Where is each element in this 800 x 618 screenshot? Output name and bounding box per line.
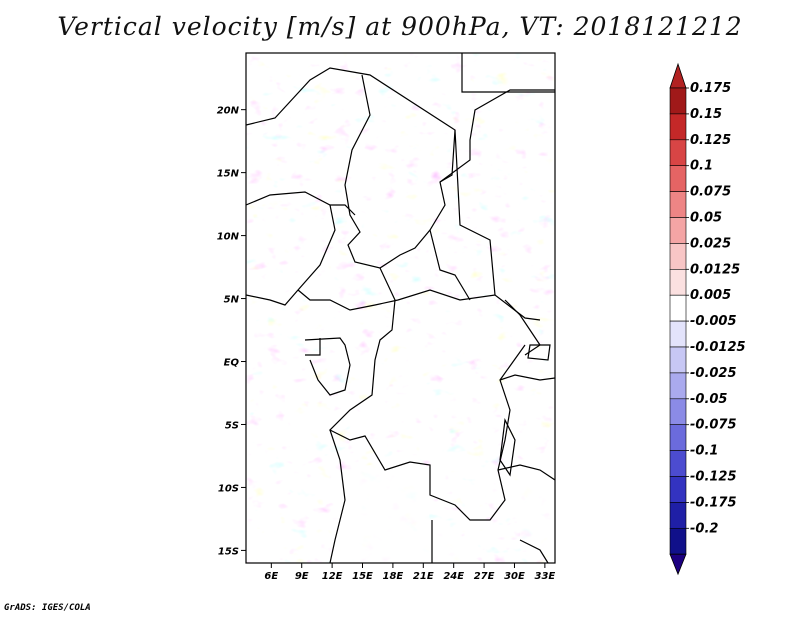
lon-tick-label: 12E (322, 571, 343, 582)
colorbar-level-label: -0.005 (690, 314, 737, 329)
lon-tick-label: 24E (443, 571, 464, 582)
colorbar-level-label: 0.005 (690, 288, 731, 303)
colorbar-level-label: 0.025 (690, 236, 731, 251)
lon-tick-label: 21E (413, 571, 434, 582)
colorbar-swatch (669, 87, 687, 115)
colorbar-level-label: -0.2 (690, 521, 718, 536)
colorbar-level-label: -0.075 (690, 418, 737, 433)
colorbar-swatch (669, 191, 687, 218)
lat-tick-label: 5N (224, 295, 240, 306)
lon-tick-label: 15E (352, 571, 373, 582)
colorbar-swatch (669, 294, 687, 322)
lat-tick-label: 20N (217, 106, 240, 117)
colorbar-level-label: 0.15 (690, 107, 722, 122)
colorbar-swatch (669, 139, 687, 167)
colorbar-swatch (669, 165, 687, 192)
colorbar: 0.175 0.15 0.125 0.1 0.075 0.05 0.025 0.0125 0.0… (669, 62, 746, 576)
colorbar-swatch (669, 243, 687, 270)
colorbar-level-label: -0.025 (690, 366, 737, 381)
colorbar-top-arrow (669, 62, 687, 89)
colorbar-swatch (669, 268, 687, 296)
colorbar-level-label: 0.125 (690, 133, 731, 148)
colorbar-swatch (669, 320, 687, 348)
lat-tick-label: 10S (218, 483, 239, 494)
lat-tick-label: 10N (217, 232, 240, 243)
colorbar-level-label: 0.05 (690, 211, 722, 226)
map-frame (245, 52, 556, 564)
colorbar-swatch (669, 502, 687, 529)
colorbar-level-label: 0.175 (690, 81, 731, 96)
velocity-field (246, 53, 555, 563)
colorbar-bottom-arrow (669, 553, 687, 576)
lon-tick-label: 9E (295, 571, 309, 582)
colorbar-swatch (669, 450, 687, 477)
colorbar-swatch (669, 372, 687, 400)
colorbar-level-label: -0.0125 (690, 340, 746, 355)
colorbar-level-label: -0.125 (690, 470, 737, 485)
colorbar-level-label: -0.1 (690, 444, 718, 459)
lon-tick-label: 30E (504, 571, 525, 582)
colorbar-level-label: -0.05 (690, 392, 727, 407)
lon-tick-label: 27E (474, 571, 495, 582)
lon-tick-label: 33E (534, 571, 555, 582)
colorbar-level-label: -0.175 (690, 495, 737, 510)
colorbar-swatch (669, 217, 687, 244)
lat-tick-label: 5S (225, 420, 239, 431)
colorbar-swatch (669, 346, 687, 374)
grads-credit: GrADS: IGES/COLA (4, 603, 91, 613)
colorbar-level-label: 0.075 (690, 185, 731, 200)
longitude-axis: 6E 9E 12E 15E 18E 21E 24E 27E 30E 33E (264, 563, 555, 582)
colorbar-swatch (669, 424, 687, 451)
colorbar-swatch (669, 476, 687, 503)
map-title: Vertical velocity [m/s] at 900hPa, VT: 2… (57, 12, 743, 41)
lat-tick-label: EQ (224, 358, 240, 369)
lat-tick-label: 15N (217, 169, 240, 180)
lat-tick-label: 15S (218, 546, 239, 557)
colorbar-level-label: 0.1 (690, 159, 713, 174)
colorbar-swatch (669, 527, 687, 555)
colorbar-swatch (669, 113, 687, 141)
lon-tick-label: 18E (383, 571, 404, 582)
latitude-axis: 20N 15N 10N 5N EQ 5S 10S 15S (217, 106, 246, 557)
colorbar-swatch (669, 398, 687, 425)
lon-tick-label: 6E (264, 571, 278, 582)
colorbar-level-label: 0.0125 (690, 262, 740, 277)
country-borders (246, 53, 555, 563)
